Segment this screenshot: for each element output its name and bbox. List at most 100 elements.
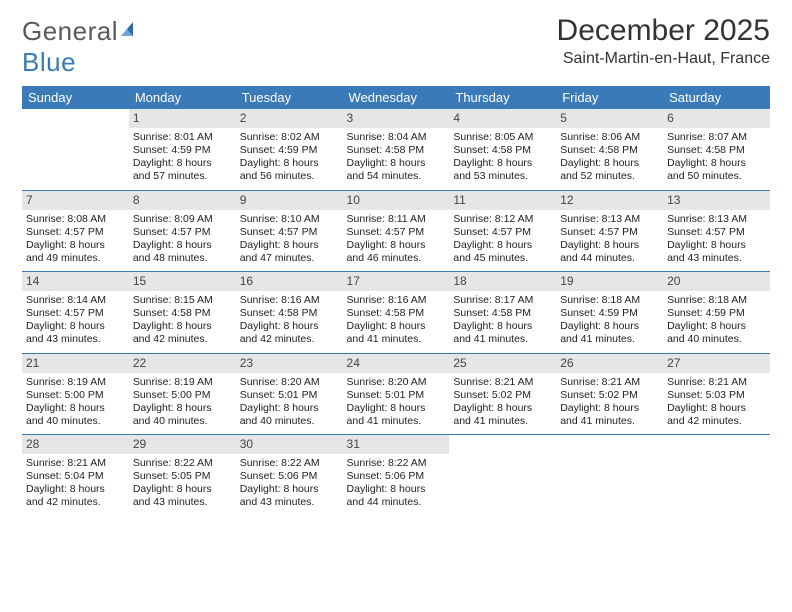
daylight-line: Daylight: 8 hours and 41 minutes. — [453, 320, 552, 346]
calendar-day-cell: 1Sunrise: 8:01 AMSunset: 4:59 PMDaylight… — [129, 109, 236, 190]
day-number: 15 — [129, 272, 236, 291]
daylight-line: Daylight: 8 hours and 46 minutes. — [347, 239, 446, 265]
sunrise-line: Sunrise: 8:18 AM — [667, 294, 766, 307]
calendar-day-cell: 2Sunrise: 8:02 AMSunset: 4:59 PMDaylight… — [236, 109, 343, 190]
sunrise-line: Sunrise: 8:11 AM — [347, 213, 446, 226]
sunrise-line: Sunrise: 8:21 AM — [26, 457, 125, 470]
sunrise-line: Sunrise: 8:20 AM — [347, 376, 446, 389]
sunset-line: Sunset: 4:57 PM — [453, 226, 552, 239]
day-number: 3 — [343, 109, 450, 128]
calendar-day-cell — [556, 435, 663, 516]
day-number: 10 — [343, 191, 450, 210]
daylight-line: Daylight: 8 hours and 42 minutes. — [240, 320, 339, 346]
sunrise-line: Sunrise: 8:17 AM — [453, 294, 552, 307]
daylight-line: Daylight: 8 hours and 41 minutes. — [347, 402, 446, 428]
sunset-line: Sunset: 4:58 PM — [453, 144, 552, 157]
sunset-line: Sunset: 4:57 PM — [133, 226, 232, 239]
sunset-line: Sunset: 5:00 PM — [26, 389, 125, 402]
sunrise-line: Sunrise: 8:19 AM — [26, 376, 125, 389]
sunset-line: Sunset: 4:58 PM — [453, 307, 552, 320]
sunrise-line: Sunrise: 8:21 AM — [453, 376, 552, 389]
daylight-line: Daylight: 8 hours and 49 minutes. — [26, 239, 125, 265]
daylight-line: Daylight: 8 hours and 45 minutes. — [453, 239, 552, 265]
calendar-day-cell: 24Sunrise: 8:20 AMSunset: 5:01 PMDayligh… — [343, 353, 450, 435]
sunset-line: Sunset: 5:02 PM — [560, 389, 659, 402]
day-number: 7 — [22, 191, 129, 210]
daylight-line: Daylight: 8 hours and 40 minutes. — [133, 402, 232, 428]
day-number: 1 — [129, 109, 236, 128]
sunset-line: Sunset: 4:57 PM — [240, 226, 339, 239]
calendar-day-cell: 10 Sunrise: 8:11 AMSunset: 4:57 PMDayligh… — [343, 190, 450, 272]
daylight-line: Daylight: 8 hours and 44 minutes. — [560, 239, 659, 265]
weekday-header: Sunday — [22, 86, 129, 109]
calendar-day-cell: 30Sunrise: 8:22 AMSunset: 5:06 PMDayligh… — [236, 435, 343, 516]
sunset-line: Sunset: 4:57 PM — [26, 307, 125, 320]
sunset-line: Sunset: 4:58 PM — [133, 307, 232, 320]
day-number: 28 — [22, 435, 129, 454]
sunrise-line: Sunrise: 8:02 AM — [240, 131, 339, 144]
calendar-day-cell: 5Sunrise: 8:06 AMSunset: 4:58 PMDaylight… — [556, 109, 663, 190]
weekday-header: Wednesday — [343, 86, 450, 109]
day-number: 4 — [449, 109, 556, 128]
calendar-day-cell: 12Sunrise: 8:13 AMSunset: 4:57 PMDayligh… — [556, 190, 663, 272]
weekday-header: Friday — [556, 86, 663, 109]
sunset-line: Sunset: 5:00 PM — [133, 389, 232, 402]
day-number: 13 — [663, 191, 770, 210]
sunset-line: Sunset: 5:06 PM — [347, 470, 446, 483]
sunrise-line: Sunrise: 8:14 AM — [26, 294, 125, 307]
calendar-day-cell: 23Sunrise: 8:20 AMSunset: 5:01 PMDayligh… — [236, 353, 343, 435]
day-number: 6 — [663, 109, 770, 128]
calendar-day-cell: 14Sunrise: 8:14 AMSunset: 4:57 PMDayligh… — [22, 272, 129, 354]
day-number: 24 — [343, 354, 450, 373]
daylight-line: Daylight: 8 hours and 42 minutes. — [133, 320, 232, 346]
sunrise-line: Sunrise: 8:13 AM — [560, 213, 659, 226]
day-number: 25 — [449, 354, 556, 373]
calendar-day-cell: 8Sunrise: 8:09 AMSunset: 4:57 PMDaylight… — [129, 190, 236, 272]
calendar-day-cell: 9Sunrise: 8:10 AMSunset: 4:57 PMDaylight… — [236, 190, 343, 272]
sunrise-line: Sunrise: 8:01 AM — [133, 131, 232, 144]
calendar-day-cell: 26Sunrise: 8:21 AMSunset: 5:02 PMDayligh… — [556, 353, 663, 435]
calendar-week: 28 Sunrise: 8:21 AMSunset: 5:04 PM Dayligh… — [22, 435, 770, 516]
sunset-line: Sunset: 4:57 PM — [26, 226, 125, 239]
calendar-day-cell: 13Sunrise: 8:13 AMSunset: 4:57 PMDayligh… — [663, 190, 770, 272]
calendar-week: 14 Sunrise: 8:14 AMSunset: 4:57 PM Dayligh… — [22, 272, 770, 354]
sunset-line: Sunset: 5:05 PM — [133, 470, 232, 483]
sunset-line: Sunset: 4:57 PM — [347, 226, 446, 239]
header: General Blue December 2025 Saint-Martin-… — [22, 14, 770, 78]
sunset-line: Sunset: 4:58 PM — [560, 144, 659, 157]
daylight-line: Daylight: 8 hours and 41 minutes. — [347, 320, 446, 346]
calendar-week: 1 Sunrise: 8:01 AMSunset: 4:59 PM Daylight… — [22, 109, 770, 190]
daylight-line: Daylight: 8 hours and 44 minutes. — [347, 483, 446, 509]
sunset-line: Sunset: 5:04 PM — [26, 470, 125, 483]
brand-part1: General — [22, 16, 118, 46]
brand-part2: Blue — [22, 47, 76, 77]
day-number: 23 — [236, 354, 343, 373]
brand-text: General Blue — [22, 16, 139, 78]
month-title: December 2025 — [557, 14, 770, 48]
daylight-line: Daylight: 8 hours and 40 minutes. — [240, 402, 339, 428]
sunrise-line: Sunrise: 8:06 AM — [560, 131, 659, 144]
day-number: 18 — [449, 272, 556, 291]
title-block: December 2025 Saint-Martin-en-Haut, Fran… — [557, 14, 770, 68]
calendar-day-cell: 28Sunrise: 8:21 AMSunset: 5:04 PMDayligh… — [22, 435, 129, 516]
day-number: 14 — [22, 272, 129, 291]
day-number: 17 — [343, 272, 450, 291]
calendar-day-cell: 3Sunrise: 8:04 AMSunset: 4:58 PMDaylight… — [343, 109, 450, 190]
sunset-line: Sunset: 5:03 PM — [667, 389, 766, 402]
sunset-line: Sunset: 4:59 PM — [133, 144, 232, 157]
daylight-line: Daylight: 8 hours and 40 minutes. — [667, 320, 766, 346]
daylight-line: Daylight: 8 hours and 43 minutes. — [133, 483, 232, 509]
calendar-day-cell: 6Sunrise: 8:07 AMSunset: 4:58 PMDaylight… — [663, 109, 770, 190]
sunrise-line: Sunrise: 8:08 AM — [26, 213, 125, 226]
sunrise-line: Sunrise: 8:22 AM — [240, 457, 339, 470]
daylight-line: Daylight: 8 hours and 50 minutes. — [667, 157, 766, 183]
weekday-header: Monday — [129, 86, 236, 109]
sunrise-line: Sunrise: 8:18 AM — [560, 294, 659, 307]
daylight-line: Daylight: 8 hours and 43 minutes. — [667, 239, 766, 265]
calendar-day-cell — [663, 435, 770, 516]
daylight-line: Daylight: 8 hours and 47 minutes. — [240, 239, 339, 265]
sunrise-line: Sunrise: 8:16 AM — [240, 294, 339, 307]
sunset-line: Sunset: 4:57 PM — [667, 226, 766, 239]
daylight-line: Daylight: 8 hours and 43 minutes. — [240, 483, 339, 509]
day-number: 21 — [22, 354, 129, 373]
